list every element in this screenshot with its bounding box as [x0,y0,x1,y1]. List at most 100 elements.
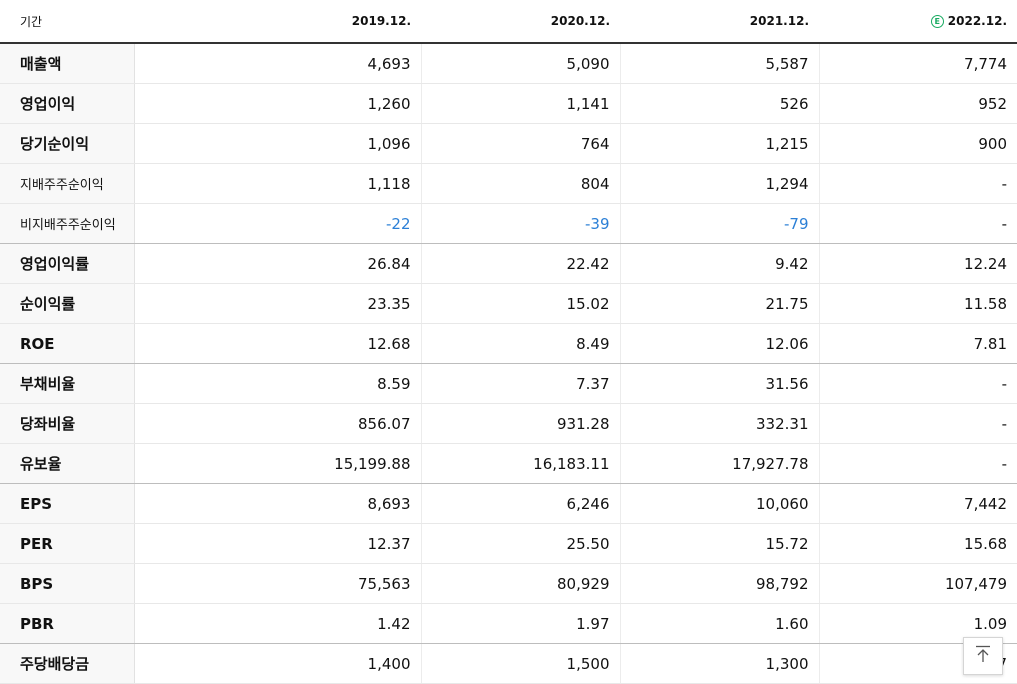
table-cell: 7,774 [819,43,1017,84]
table-row: PER 12.37 25.50 15.72 15.68 [0,523,1017,564]
period-header-2021: 2021.12. [620,0,819,44]
table-cell: 900 [819,123,1017,164]
table-cell: -39 [421,203,621,244]
row-label: BPS [0,563,135,604]
table-cell: 11.58 [819,283,1017,324]
table-cell: 98,792 [620,563,820,604]
table-cell: 931.28 [421,403,621,444]
table-cell: 1,500 [421,643,621,684]
table-cell: 7,442 [819,483,1017,524]
table-cell: 12.24 [819,243,1017,284]
table-cell: 26.84 [134,243,422,284]
row-label: 부채비율 [0,363,135,404]
period-header: 기간 [0,0,134,44]
table-cell: 15.68 [819,523,1017,564]
row-label: 비지배주주순이익 [0,203,135,244]
row-label: 영업이익 [0,83,135,124]
table-cell: 332.31 [620,403,820,444]
table-cell: 15,199.88 [134,443,422,484]
table-cell: 952 [819,83,1017,124]
table-cell: 17,927.78 [620,443,820,484]
row-label: PER [0,523,135,564]
table-cell: 9.42 [620,243,820,284]
row-label: ROE [0,323,135,364]
row-label: EPS [0,483,135,524]
period-header-2020: 2020.12. [421,0,620,44]
table-cell: 5,090 [421,43,621,84]
table-cell: - [819,403,1017,444]
table-cell: 1,215 [620,123,820,164]
estimate-icon: E [930,15,944,28]
table-cell: 8,693 [134,483,422,524]
table-cell: - [819,443,1017,484]
table-cell: -22 [134,203,422,244]
table-cell: 16,183.11 [421,443,621,484]
table-cell: 25.50 [421,523,621,564]
table-row: 지배주주순이익 1,118 804 1,294- [0,163,1017,204]
table-cell: 1.97 [421,603,621,644]
table-cell: 526 [620,83,820,124]
table-cell: - [819,363,1017,404]
row-label: 매출액 [0,43,135,84]
table-row: ROE 12.68 8.49 12.06 7.81 [0,323,1017,364]
row-label: 유보율 [0,443,135,484]
table-cell: 7.81 [819,323,1017,364]
row-label: 영업이익률 [0,243,135,284]
table-cell: 5,587 [620,43,820,84]
table-cell: - [819,163,1017,204]
table-row: 당좌비율 856.07 931.28 332.31- [0,403,1017,444]
table-cell: 107,479 [819,563,1017,604]
table-row: 유보율 15,199.88 16,183.11 17,927.78- [0,443,1017,484]
period-header-2022: E 2022.12. [819,0,1017,44]
row-label: 순이익률 [0,283,135,324]
table-cell: 6,246 [421,483,621,524]
table-cell: 8.59 [134,363,422,404]
table-cell: 1,400 [134,643,422,684]
table-row: 비지배주주순이익 -22 -39 -79- [0,203,1017,244]
table-cell: 31.56 [620,363,820,404]
table-row: 영업이익 1,260 1,141 526 952 [0,83,1017,124]
table-row: 영업이익률 26.84 22.42 9.42 12.24 [0,243,1017,284]
table-cell: 4,693 [134,43,422,84]
row-label: 당기순이익 [0,123,135,164]
table-cell: 1,260 [134,83,422,124]
scroll-top-button[interactable] [963,637,1003,675]
table-row: PBR 1.42 1.97 1.60 1.09 [0,603,1017,644]
table-row: 순이익률 23.35 15.02 21.75 11.58 [0,283,1017,324]
table-row: EPS 8,693 6,246 10,060 7,442 [0,483,1017,524]
table-cell: 12.37 [134,523,422,564]
table-cell: 1.42 [134,603,422,644]
table-cell: 8.49 [421,323,621,364]
arrow-up-to-top-icon [975,645,991,667]
table-cell: 1.60 [620,603,820,644]
table-cell: 10,060 [620,483,820,524]
table-cell: 12.68 [134,323,422,364]
table-cell: 21.75 [620,283,820,324]
table-body: 매출액 4,693 5,090 5,587 7,774 영업이익 1,260 1,141 526… [0,43,1017,684]
row-label: 당좌비율 [0,403,135,444]
table-cell: 804 [421,163,621,204]
row-label: 지배주주순이익 [0,163,135,204]
table-row: 매출액 4,693 5,090 5,587 7,774 [0,43,1017,84]
table-cell: 7.37 [421,363,621,404]
table-cell: 22.42 [421,243,621,284]
table-cell: - [819,203,1017,244]
table-row: 부채비율 8.59 7.37 31.56- [0,363,1017,404]
table-cell: 15.02 [421,283,621,324]
period-header-2019: 2019.12. [134,0,421,44]
table-cell: 1,096 [134,123,422,164]
table-cell: 856.07 [134,403,422,444]
table-header-row: 기간 2019.12. 2020.12. 2021.12. E 2022.12. [0,0,1017,44]
table-cell: 15.72 [620,523,820,564]
table-cell: 75,563 [134,563,422,604]
table-cell: 23.35 [134,283,422,324]
table-cell: 1,294 [620,163,820,204]
row-label: PBR [0,603,135,644]
table-cell: 1,118 [134,163,422,204]
table-cell: 80,929 [421,563,621,604]
table-cell: 764 [421,123,621,164]
table-row: 당기순이익 1,096 764 1,215 900 [0,123,1017,164]
table-cell: 1,300 [620,643,820,684]
